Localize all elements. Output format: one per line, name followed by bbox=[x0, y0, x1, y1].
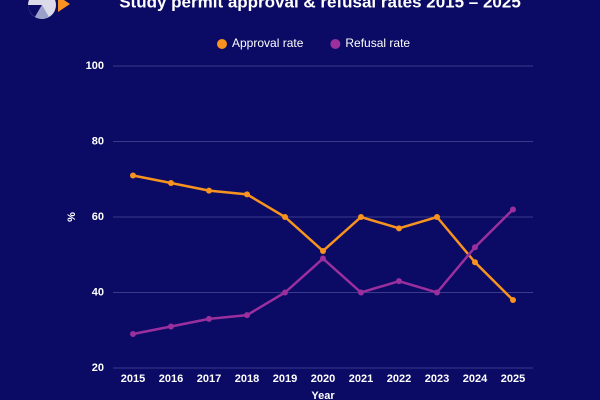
point bbox=[130, 331, 136, 338]
x-tick-label: 2024 bbox=[463, 373, 488, 385]
line bbox=[132, 208, 514, 336]
x-tick-label: 2023 bbox=[425, 373, 449, 385]
logo bbox=[28, 0, 70, 19]
point bbox=[130, 172, 136, 179]
point bbox=[244, 312, 250, 319]
point bbox=[434, 214, 440, 220]
legend-label: Refusal rate bbox=[345, 36, 410, 50]
point bbox=[168, 180, 174, 187]
point bbox=[358, 289, 364, 296]
point bbox=[510, 206, 516, 213]
y-axis-label: % bbox=[66, 212, 78, 222]
x-tick-label: 2015 bbox=[121, 373, 145, 385]
point bbox=[282, 214, 288, 220]
y-tick-label: 100 bbox=[86, 60, 104, 72]
y-tick-label: 20 bbox=[92, 362, 104, 374]
x-tick-label: 2016 bbox=[159, 373, 183, 385]
point bbox=[320, 255, 326, 262]
legend-marker bbox=[330, 39, 341, 49]
x-tick-label: 2019 bbox=[273, 373, 297, 385]
x-tick-label: 2025 bbox=[501, 373, 525, 385]
point bbox=[472, 244, 478, 251]
x-tick-label: 2017 bbox=[197, 373, 221, 385]
point bbox=[206, 187, 212, 194]
point bbox=[244, 191, 250, 198]
point bbox=[320, 247, 326, 254]
point bbox=[396, 278, 402, 285]
point bbox=[358, 214, 364, 220]
x-tick-label: 2018 bbox=[235, 373, 259, 385]
chart-title: Study permit approval & refusal rates 20… bbox=[119, 0, 521, 11]
y-tick-label: 40 bbox=[92, 286, 104, 298]
point bbox=[472, 259, 478, 266]
legend-marker bbox=[217, 39, 227, 49]
legend-label: Approval rate bbox=[232, 36, 304, 50]
x-tick-label: 2020 bbox=[311, 373, 335, 385]
point bbox=[168, 323, 174, 330]
x-axis-label: Year bbox=[311, 390, 335, 400]
x-tick-label: 2022 bbox=[387, 373, 411, 385]
line bbox=[132, 174, 514, 301]
y-tick-label: 80 bbox=[92, 135, 104, 147]
x-tick-label: 2021 bbox=[349, 373, 373, 385]
point bbox=[396, 225, 402, 232]
point bbox=[434, 289, 440, 296]
point bbox=[282, 289, 288, 296]
point bbox=[206, 315, 212, 322]
y-tick-label: 60 bbox=[92, 211, 104, 223]
point bbox=[510, 297, 516, 304]
